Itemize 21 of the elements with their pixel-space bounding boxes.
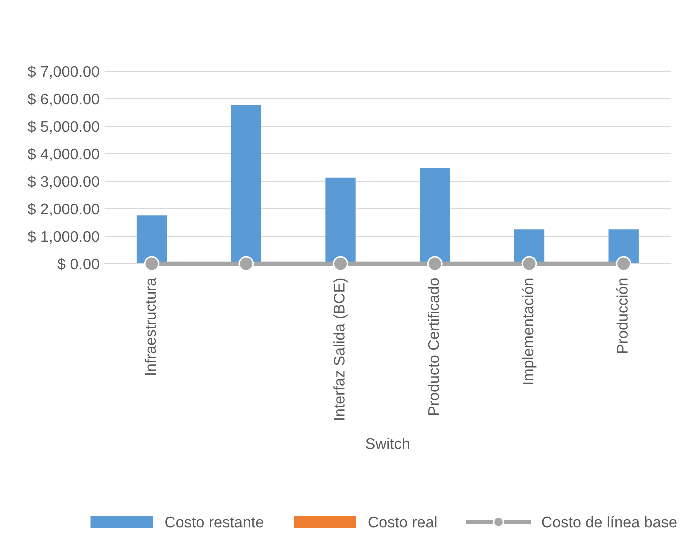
- x-tick-label: Producción: [616, 278, 628, 354]
- bar: [420, 168, 450, 264]
- y-tick-label: $ 7,000.00: [28, 66, 100, 79]
- y-tick-label: $ 3,000.00: [28, 176, 100, 189]
- legend-label: Costo restante: [166, 516, 264, 528]
- bar: [326, 178, 356, 264]
- legend-label: Costo de línea base: [542, 516, 677, 528]
- bar: [136, 216, 168, 264]
- y-tick-label: $ 4,000.00: [28, 148, 100, 162]
- x-tick-label: Implementación: [522, 278, 537, 384]
- bar: [231, 105, 262, 264]
- y-tick-label: $ 2,000.00: [28, 203, 100, 216]
- x-tick-label: Producto Certificado: [428, 278, 440, 416]
- y-tick-label: $ 1,000.00: [28, 230, 100, 244]
- x-tick-label: Infraestructura: [144, 278, 156, 375]
- y-tick-label: $ 6,000.00: [28, 93, 100, 106]
- y-tick-label: $ 5,000.00: [28, 120, 100, 134]
- x-axis-title: Switch: [366, 438, 410, 450]
- y-tick-label: $ 0.00: [58, 258, 100, 271]
- legend-label: Costo real: [368, 516, 437, 528]
- x-tick-label: Interfaz Salida (BCE): [334, 278, 348, 420]
